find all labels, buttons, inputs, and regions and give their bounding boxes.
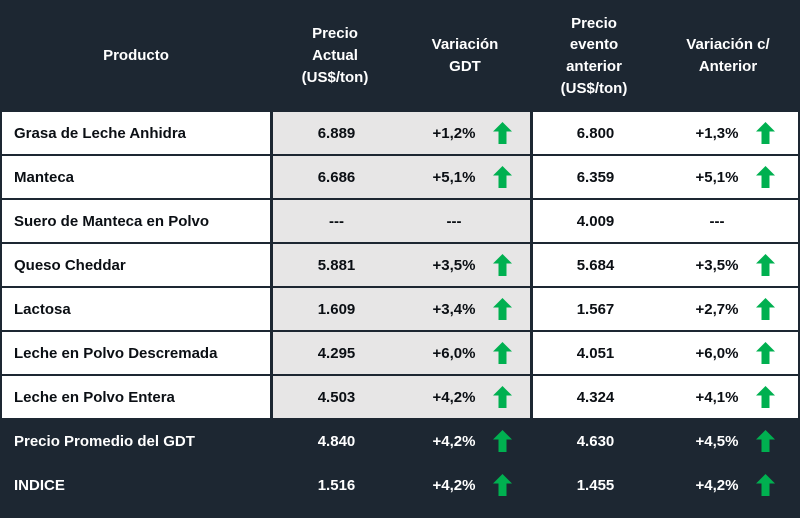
variacion-anterior-cell: +4,1% xyxy=(658,376,798,418)
variacion-anterior-value: +4,2% xyxy=(695,476,739,494)
variacion-anterior-cell: +2,7% xyxy=(658,288,798,330)
variacion-gdt-value: --- xyxy=(446,212,462,230)
precio-anterior-value: 1.455 xyxy=(530,464,658,506)
variacion-gdt-cell: +3,5% xyxy=(400,244,530,286)
precio-actual-value: 1.516 xyxy=(270,464,400,506)
precio-anterior-value: 6.359 xyxy=(530,156,658,198)
table-row: Precio Promedio del GDT 4.840 +4,2% 4.63… xyxy=(2,420,798,464)
column-header-variacion-anterior: Variación c/ Anterior xyxy=(686,36,770,75)
table-row: Grasa de Leche Anhidra 6.889 +1,2% 6.800… xyxy=(2,112,798,156)
variacion-gdt-cell: +4,2% xyxy=(400,420,530,462)
up-arrow-icon xyxy=(756,122,775,144)
variacion-anterior-value: +5,1% xyxy=(695,168,739,186)
variacion-anterior-value: +3,5% xyxy=(695,256,739,274)
variacion-gdt-cell: +4,2% xyxy=(400,464,530,506)
up-arrow-icon xyxy=(756,386,775,408)
up-arrow-icon xyxy=(756,474,775,496)
table-bottom-border xyxy=(2,508,798,518)
variacion-gdt-value: +4,2% xyxy=(432,388,476,406)
precio-anterior-value: 6.800 xyxy=(530,112,658,154)
table-body: Grasa de Leche Anhidra 6.889 +1,2% 6.800… xyxy=(2,112,798,508)
variacion-anterior-value: +4,5% xyxy=(695,432,739,450)
precio-anterior-value: 5.684 xyxy=(530,244,658,286)
table-row: Manteca 6.686 +5,1% 6.359 +5,1% xyxy=(2,156,798,200)
table-row: Queso Cheddar 5.881 +3,5% 5.684 +3,5% xyxy=(2,244,798,288)
variacion-anterior-cell: +4,5% xyxy=(658,420,798,462)
variacion-gdt-cell: +4,2% xyxy=(400,376,530,418)
table-row: Suero de Manteca en Polvo --- --- 4.009 … xyxy=(2,200,798,244)
variacion-gdt-value: +3,5% xyxy=(432,256,476,274)
up-arrow-icon xyxy=(493,166,512,188)
variacion-anterior-cell: +1,3% xyxy=(658,112,798,154)
product-name: Grasa de Leche Anhidra xyxy=(14,124,187,142)
up-arrow-icon xyxy=(493,342,512,364)
precio-anterior-value: 4.324 xyxy=(530,376,658,418)
variacion-gdt-value: +5,1% xyxy=(432,168,476,186)
up-arrow-icon xyxy=(756,430,775,452)
variacion-gdt-value: +6,0% xyxy=(432,344,476,362)
variacion-anterior-value: +2,7% xyxy=(695,300,739,318)
variacion-gdt-cell: +5,1% xyxy=(400,156,530,198)
up-arrow-icon xyxy=(493,254,512,276)
product-name: Queso Cheddar xyxy=(14,256,126,274)
variacion-gdt-value: +1,2% xyxy=(432,124,476,142)
precio-actual-value: --- xyxy=(270,200,400,242)
precio-actual-value: 6.889 xyxy=(270,112,400,154)
up-arrow-icon xyxy=(756,254,775,276)
product-name: Suero de Manteca en Polvo xyxy=(14,212,210,230)
variacion-anterior-value: +6,0% xyxy=(695,344,739,362)
precio-actual-value: 1.609 xyxy=(270,288,400,330)
variacion-gdt-cell: --- xyxy=(400,200,530,242)
column-header-precio-anterior: Precio evento anterior (US$/ton) xyxy=(560,14,628,97)
up-arrow-icon xyxy=(493,386,512,408)
table-header-row: Producto Precio Actual (US$/ton) Variaci… xyxy=(2,0,798,112)
table-row: Leche en Polvo Descremada 4.295 +6,0% 4.… xyxy=(2,332,798,376)
product-name: Manteca xyxy=(14,168,75,186)
product-name: Leche en Polvo Descremada xyxy=(14,344,218,362)
variacion-anterior-cell: +5,1% xyxy=(658,156,798,198)
precio-actual-value: 6.686 xyxy=(270,156,400,198)
variacion-gdt-cell: +3,4% xyxy=(400,288,530,330)
column-header-variacion-gdt: Variación GDT xyxy=(431,36,499,75)
up-arrow-icon xyxy=(493,430,512,452)
precio-actual-value: 4.295 xyxy=(270,332,400,374)
product-name: Precio Promedio del GDT xyxy=(2,420,270,462)
precio-actual-value: 5.881 xyxy=(270,244,400,286)
product-name: Leche en Polvo Entera xyxy=(14,388,175,406)
up-arrow-icon xyxy=(756,166,775,188)
product-name: Lactosa xyxy=(14,300,71,318)
variacion-anterior-value: +4,1% xyxy=(695,388,739,406)
table-row: INDICE 1.516 +4,2% 1.455 +4,2% xyxy=(2,464,798,508)
variacion-anterior-cell: --- xyxy=(658,200,798,242)
table-row: Leche en Polvo Entera 4.503 +4,2% 4.324 … xyxy=(2,376,798,420)
precio-anterior-value: 4.051 xyxy=(530,332,658,374)
variacion-gdt-value: +4,2% xyxy=(432,476,476,494)
variacion-gdt-value: +4,2% xyxy=(432,432,476,450)
variacion-anterior-value: +1,3% xyxy=(695,124,739,142)
variacion-anterior-cell: +3,5% xyxy=(658,244,798,286)
variacion-anterior-cell: +6,0% xyxy=(658,332,798,374)
product-name: INDICE xyxy=(2,464,270,506)
column-header-precio-actual: Precio Actual (US$/ton) xyxy=(301,25,369,86)
up-arrow-icon xyxy=(493,474,512,496)
precio-anterior-value: 1.567 xyxy=(530,288,658,330)
variacion-gdt-cell: +1,2% xyxy=(400,112,530,154)
up-arrow-icon xyxy=(493,122,512,144)
variacion-gdt-cell: +6,0% xyxy=(400,332,530,374)
table-row: Lactosa 1.609 +3,4% 1.567 +2,7% xyxy=(2,288,798,332)
precio-anterior-value: 4.009 xyxy=(530,200,658,242)
up-arrow-icon xyxy=(493,298,512,320)
up-arrow-icon xyxy=(756,298,775,320)
column-header-producto: Producto xyxy=(103,47,169,65)
up-arrow-icon xyxy=(756,342,775,364)
precio-actual-value: 4.503 xyxy=(270,376,400,418)
variacion-anterior-cell: +4,2% xyxy=(658,464,798,506)
precio-anterior-value: 4.630 xyxy=(530,420,658,462)
precio-actual-value: 4.840 xyxy=(270,420,400,462)
variacion-gdt-value: +3,4% xyxy=(432,300,476,318)
variacion-anterior-value: --- xyxy=(709,212,725,230)
